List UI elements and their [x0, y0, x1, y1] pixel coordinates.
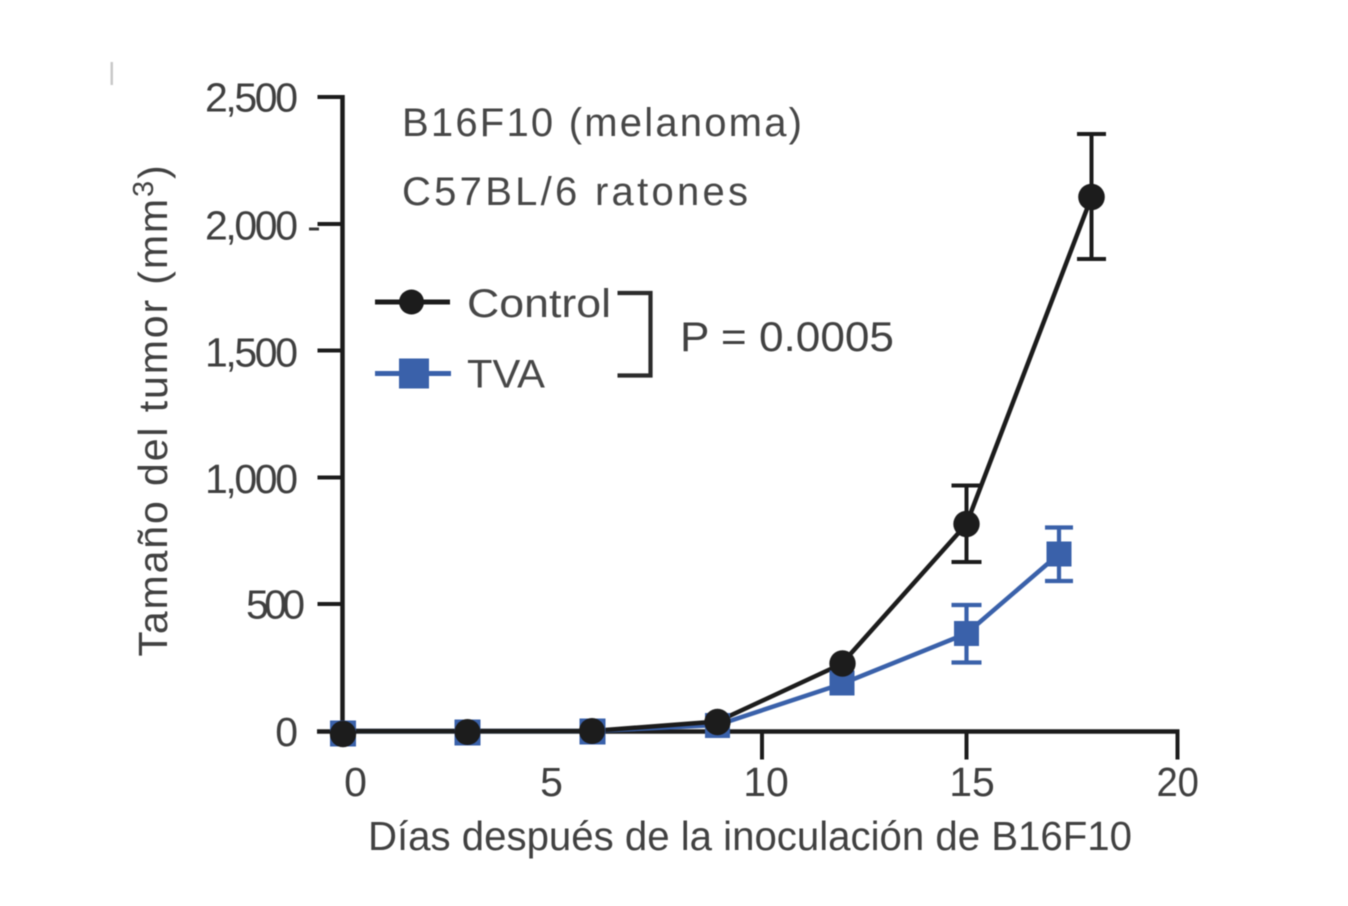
svg-text:1,000: 1,000: [205, 456, 298, 502]
svg-text:P = 0.0005: P = 0.0005: [680, 313, 894, 360]
svg-text:Tamaño del tumor (mm3): Tamaño del tumor (mm3): [128, 163, 176, 656]
svg-text:Días después de la inoculación: Días después de la inoculación de B16F10: [368, 813, 1132, 859]
svg-text:1,500: 1,500: [205, 330, 298, 376]
svg-text:0: 0: [344, 759, 367, 805]
svg-text:TVA: TVA: [467, 353, 545, 397]
svg-text:10: 10: [743, 759, 789, 805]
svg-text:15: 15: [949, 759, 995, 805]
svg-text:2,500: 2,500: [205, 75, 298, 121]
svg-text:0: 0: [275, 709, 298, 755]
svg-text:B16F10 (melanoma): B16F10 (melanoma): [402, 101, 802, 145]
svg-text:5: 5: [540, 759, 563, 805]
svg-text:20: 20: [1156, 759, 1199, 805]
svg-text:2,000: 2,000: [205, 203, 298, 249]
svg-text:C57BL/6 ratones: C57BL/6 ratones: [402, 170, 748, 214]
svg-text:Control: Control: [467, 282, 611, 326]
svg-text:500: 500: [246, 582, 305, 628]
